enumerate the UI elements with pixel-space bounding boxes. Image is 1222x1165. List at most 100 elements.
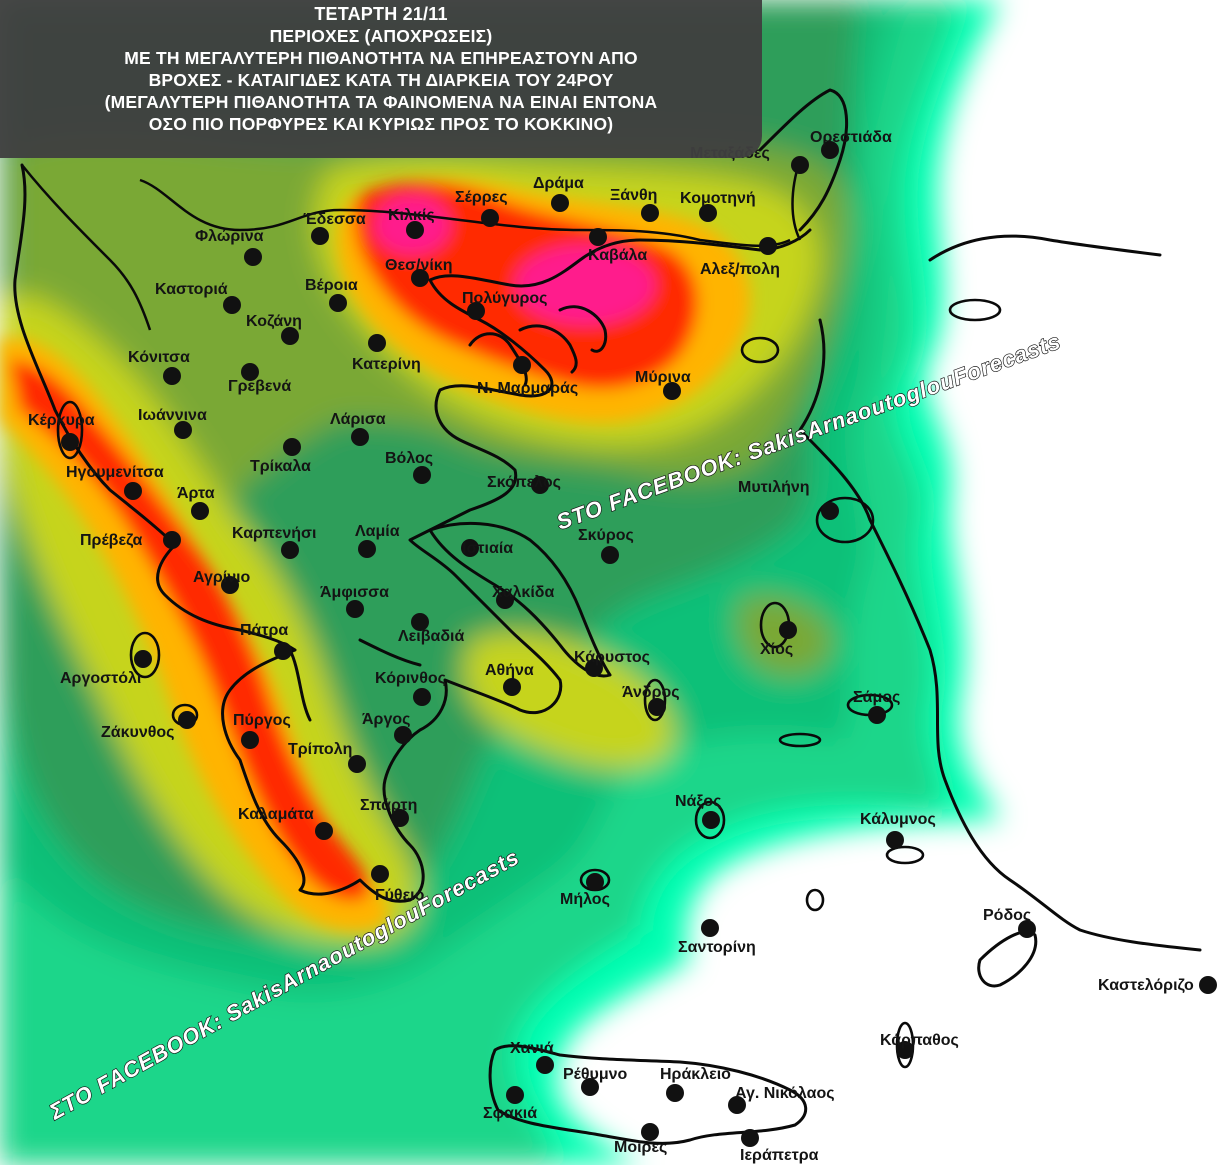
city-label-karpenisi: Καρπενήσι <box>232 525 316 542</box>
city-label-chios: Χίος <box>760 641 793 658</box>
city-label-kozani: Κοζάνη <box>246 313 302 330</box>
city-dot-istiaia <box>461 539 479 557</box>
city-dot-chios <box>779 621 797 639</box>
border-west <box>21 164 152 331</box>
city-label-livadeia: Λειβαδιά <box>398 628 464 645</box>
city-dot-arta <box>191 502 209 520</box>
city-label-larisa: Λάρισα <box>330 411 386 428</box>
city-markers: ΟρεστιάδαΜεταξάδεςΣέρρεςΔράμαΞάνθηΚομοτη… <box>28 129 1217 1164</box>
city-dot-pyrgos <box>241 731 259 749</box>
city-label-arta: Άρτα <box>177 485 215 502</box>
city-dot-grevena <box>241 363 259 381</box>
city-dot-konitsa <box>163 367 181 385</box>
city-dot-samos <box>868 706 886 724</box>
city-dot-kilkis <box>406 221 424 239</box>
city-label-mytilini: Μυτιλήνη <box>738 479 810 496</box>
city-dot-marmaras <box>513 356 531 374</box>
coast-evia <box>428 522 612 678</box>
map-title-box: ΤΕΤΑΡΤΗ 21/11 ΠΕΡΙΟΧΕΣ (ΑΠΟΧΡΩΣΕΙΣ) ΜΕ Τ… <box>0 0 762 158</box>
city-dot-florina <box>244 248 262 266</box>
city-label-agnikolaos: Αγ. Νικόλαος <box>735 1085 835 1102</box>
city-dot-larisa <box>351 428 369 446</box>
city-label-samos: Σάμος <box>853 689 900 706</box>
probability-shading-intense <box>0 179 750 931</box>
city-label-alexandroupoli: Αλεξ/πολη <box>700 261 780 278</box>
city-label-tripoli: Τρίπολη <box>288 741 352 758</box>
city-dot-gytheio <box>371 865 389 883</box>
city-label-ierapetra: Ιεράπετρα <box>740 1147 819 1164</box>
shade-red-west <box>10 360 370 901</box>
title-line-6: ΟΣΟ ΠΙΟ ΠΟΡΦΥΡΕΣ ΚΑΙ ΚΥΡΙΩΣ ΠΡΟΣ ΤΟ ΚΟΚΚ… <box>148 114 614 134</box>
city-label-irakleio: Ηράκλειο <box>660 1066 731 1083</box>
city-label-kilkis: Κιλκίς <box>388 207 435 224</box>
city-dot-korinthos <box>413 688 431 706</box>
coast-halkidiki <box>468 305 608 387</box>
city-dot-kalamata <box>315 822 333 840</box>
city-dot-kalymnos <box>886 831 904 849</box>
title-line-5: (ΜΕΓΑΛΥΤΕΡΗ ΠΙΘΑΝΟΤΗΤΑ ΤΑ ΦΑΙΝΟΜΕΝΑ ΝΑ Ε… <box>104 92 658 112</box>
city-label-andros: Άνδρος <box>622 684 680 701</box>
city-dot-kavala <box>589 228 607 246</box>
city-label-rethymno: Ρέθυμνο <box>563 1066 628 1083</box>
city-label-karpathos: Κάρπαθος <box>880 1032 959 1049</box>
title-date: ΤΕΤΑΡΤΗ 21/11 <box>314 4 448 24</box>
city-label-zakynthos: Ζάκυνθος <box>101 724 174 741</box>
city-label-rodos: Ρόδος <box>983 907 1031 924</box>
city-label-kalymnos: Κάλυμνος <box>860 811 936 828</box>
title-line-2: ΠΕΡΙΟΧΕΣ (ΑΠΟΧΡΩΣΕΙΣ) <box>269 26 493 46</box>
title-line-3: ΜΕ ΤΗ ΜΕΓΑΛΥΤΕΡΗ ΠΙΘΑΝΟΤΗΤΑ ΝΑ ΕΠΗΡΕΑΣΤΟ… <box>124 48 638 68</box>
city-label-orestiada: Ορεστιάδα <box>810 129 892 146</box>
city-dot-myrina <box>663 382 681 400</box>
city-dot-karpathos <box>896 1041 914 1059</box>
city-dot-kozani <box>281 327 299 345</box>
city-label-istiaia: Ιστιαία <box>462 540 513 557</box>
city-label-skyros: Σκύρος <box>578 527 634 544</box>
city-dot-igoumenitsa <box>124 482 142 500</box>
city-label-marmaras: Ν. Μαρμαράς <box>477 380 578 397</box>
city-label-kavala: Καβάλα <box>588 247 647 264</box>
city-label-amfissa: Άμφισσα <box>320 584 389 601</box>
city-dot-agnikolaos <box>728 1096 746 1114</box>
city-dot-metaxades <box>791 156 809 174</box>
city-label-moires: Μοίρες <box>614 1139 667 1156</box>
city-label-kerkyra: Κέρκυρα <box>28 412 95 429</box>
city-dot-patra <box>274 642 292 660</box>
city-dot-kerkyra <box>61 433 79 451</box>
city-label-veroia: Βέροια <box>305 277 358 294</box>
city-dot-komotini <box>699 204 717 222</box>
city-label-polygyros: Πολύγυρος <box>462 290 548 307</box>
city-label-pyrgos: Πύργος <box>233 712 291 729</box>
city-label-patra: Πάτρα <box>240 622 288 639</box>
city-dot-tripoli <box>348 755 366 773</box>
city-label-argostoli: Αργοστόλι <box>60 670 141 687</box>
coast-crete <box>488 1044 808 1145</box>
city-label-gytheio: Γύθειο <box>375 887 425 904</box>
city-dot-veroia <box>329 294 347 312</box>
city-label-korinthos: Κόρινθος <box>375 670 446 687</box>
city-label-preveza: Πρέβεζα <box>80 532 143 549</box>
city-dot-ioannina <box>174 421 192 439</box>
shade-magenta-kavala <box>515 245 655 325</box>
city-dot-kastoria <box>223 296 241 314</box>
city-dot-lamia <box>358 540 376 558</box>
city-label-myrina: Μύρινα <box>635 369 691 386</box>
city-label-chalkida: Χαλκίδα <box>492 584 554 601</box>
city-dot-xanthi <box>641 204 659 222</box>
city-dot-naxos <box>702 811 720 829</box>
city-label-kastelorizo: Καστελόριζο <box>1098 977 1194 994</box>
coast-rhodes <box>977 930 1038 988</box>
city-dot-serres <box>481 209 499 227</box>
title-line-4: ΒΡΟΧΕΣ - ΚΑΤΑΙΓΙΔΕΣ ΚΑΤΑ ΤΗ ΔΙΑΡΚΕΙΑ ΤΟΥ… <box>148 70 614 90</box>
city-label-thessaloniki: Θεσ/νίκη <box>385 257 452 274</box>
city-dot-kastelorizo <box>1199 976 1217 994</box>
city-label-karystos: Κάρυστος <box>574 649 650 666</box>
city-dot-polygyros <box>467 302 485 320</box>
city-label-ioannina: Ιωάννινα <box>138 407 207 424</box>
city-dot-karpenisi <box>281 541 299 559</box>
city-dot-rethymno <box>581 1078 599 1096</box>
city-label-igoumenitsa: Ηγουμενίτσα <box>66 464 164 481</box>
city-dot-skopelos <box>531 476 549 494</box>
city-label-skopelos: Σκόπελος <box>487 474 561 491</box>
city-dot-andros <box>648 698 666 716</box>
